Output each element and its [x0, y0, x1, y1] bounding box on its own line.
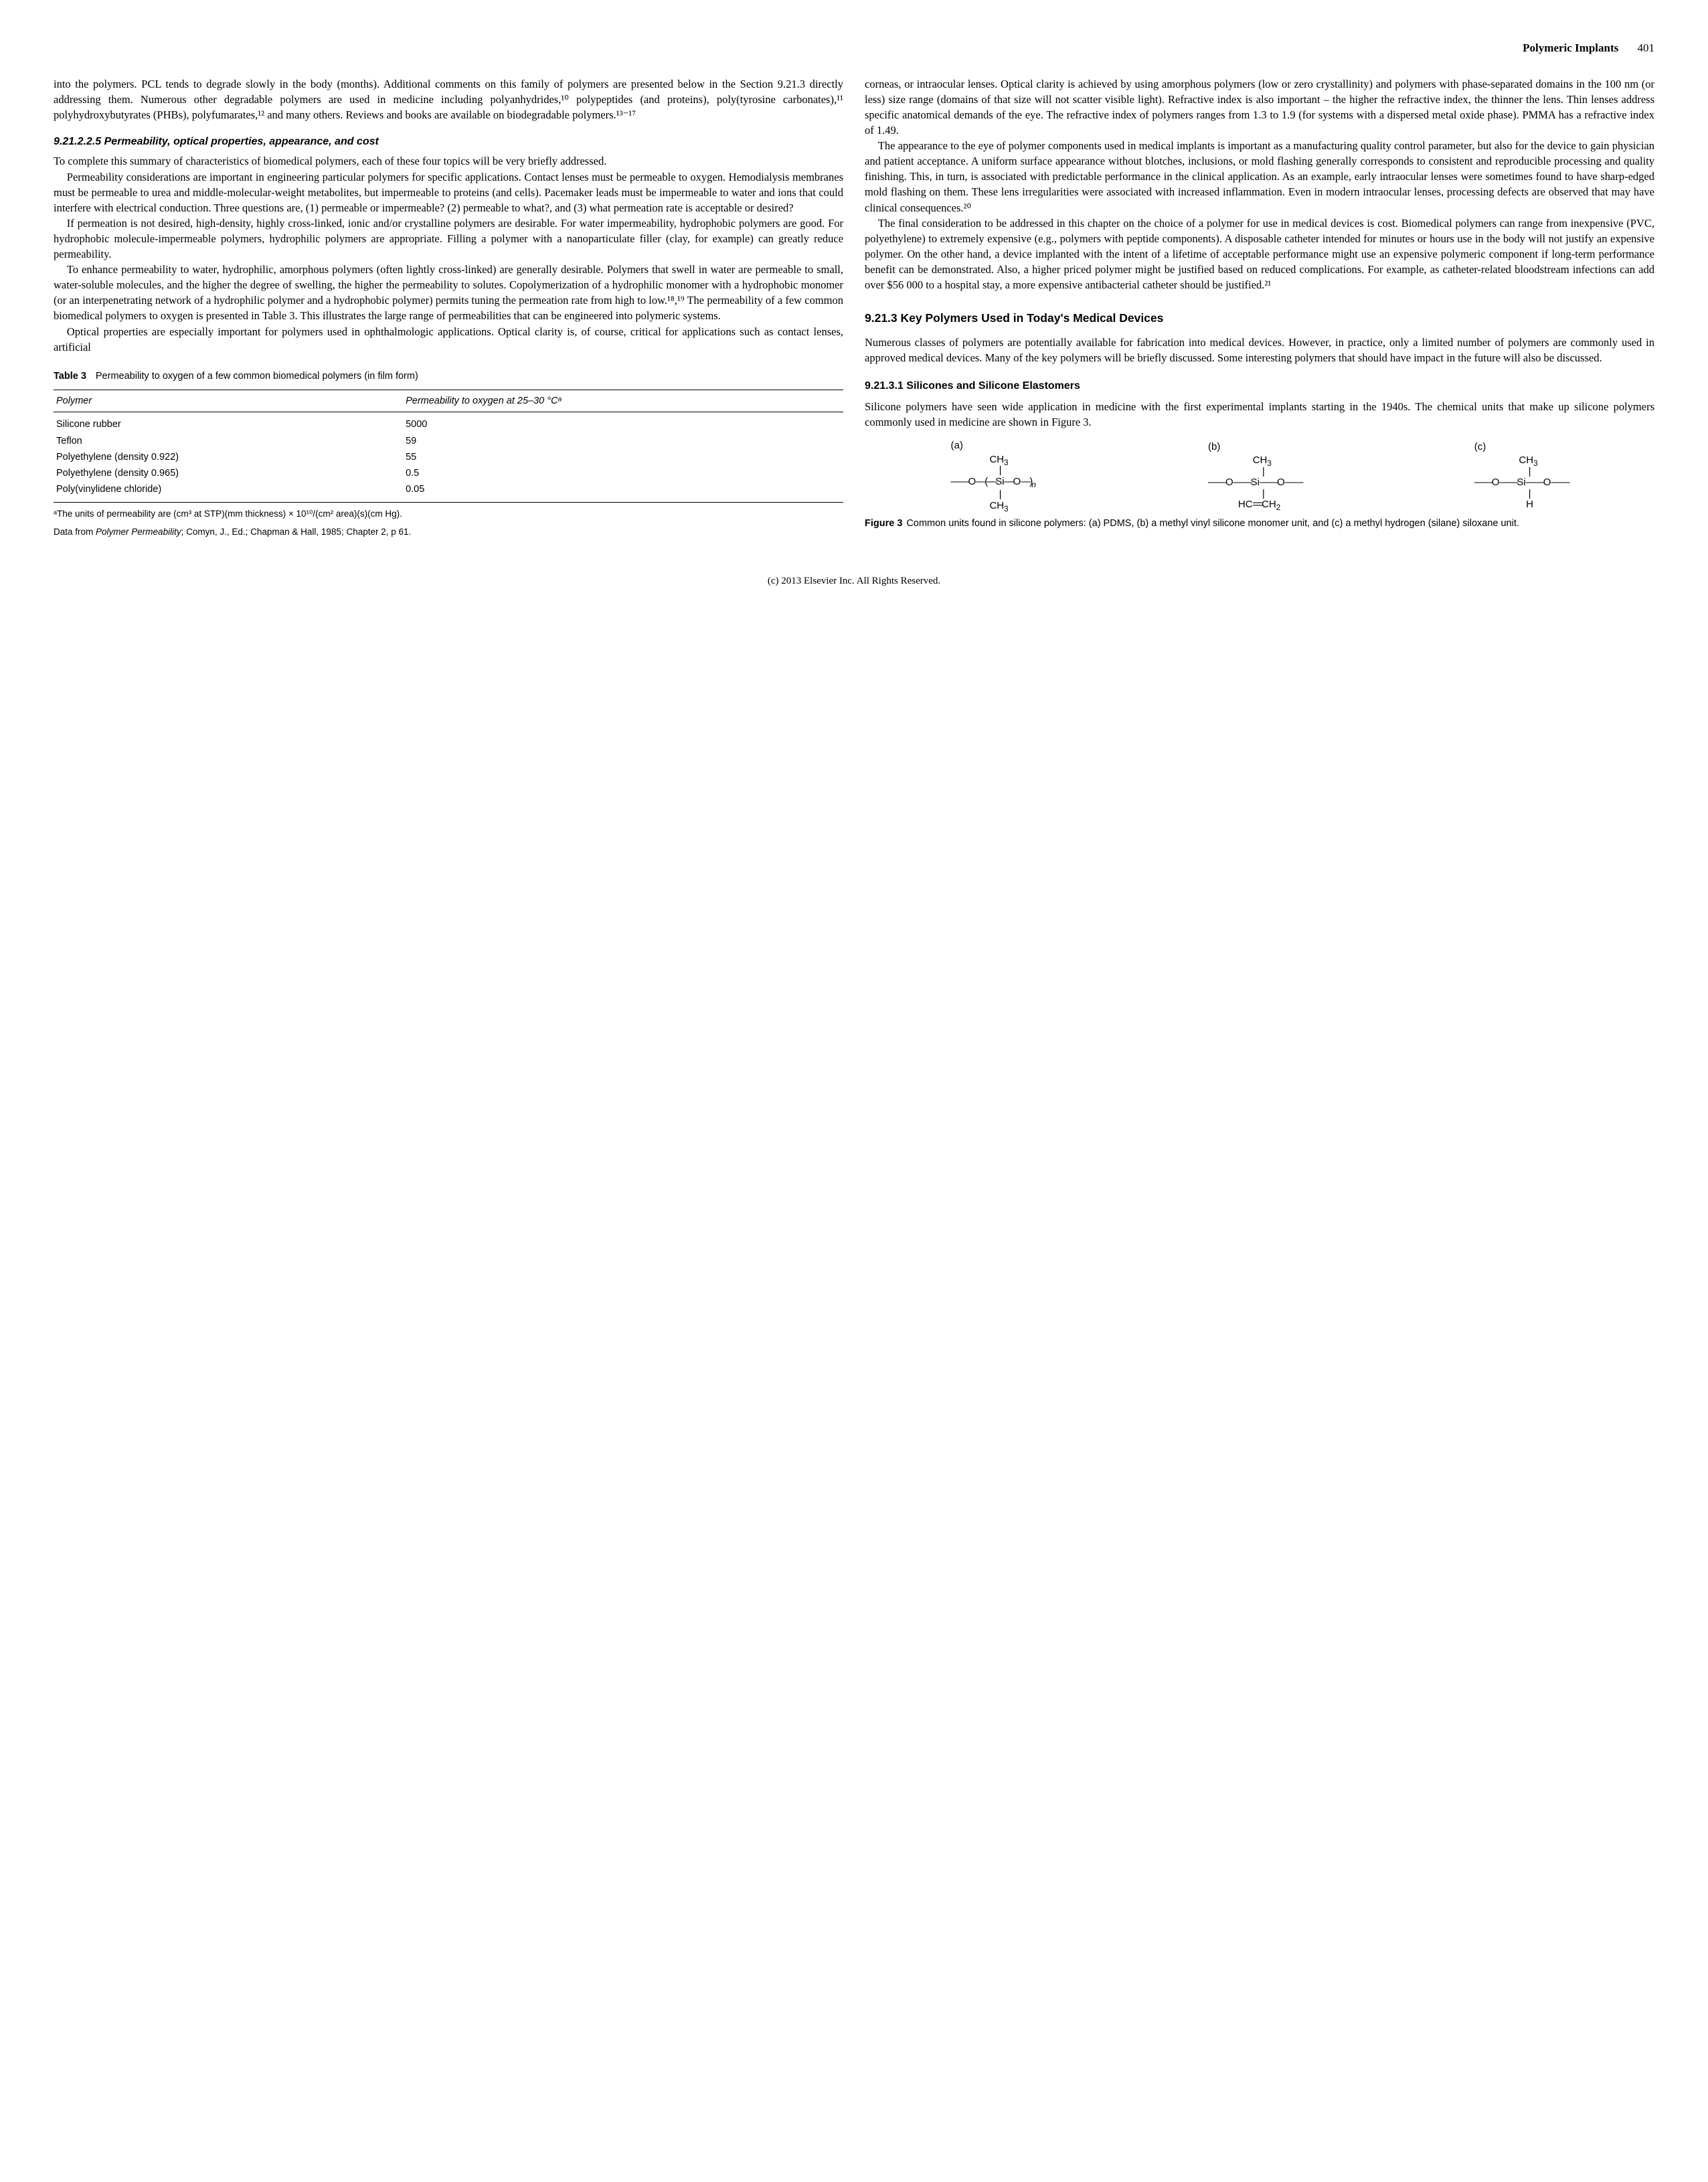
heading-9213: 9.21.3 Key Polymers Used in Today's Medi… [865, 310, 1654, 327]
table-cell: Poly(vinylidene chloride) [54, 481, 403, 502]
chemical-structures: (a) CH3 | ——O—(—Si—O—)n | CH3 (b) CH3 | … [865, 440, 1654, 511]
footnote-title: Polymer Permeability [96, 527, 181, 537]
body-paragraph: To enhance permeability to water, hydrop… [54, 262, 843, 323]
body-paragraph: into the polymers. PCL tends to degrade … [54, 76, 843, 122]
chem-line: | [1208, 467, 1302, 478]
chem-line: ——O——Si——O—— [1474, 477, 1569, 489]
table-header-polymer: Polymer [54, 390, 403, 412]
table-cell: 59 [403, 433, 843, 449]
table-cell: Polyethylene (density 0.922) [54, 449, 403, 465]
body-paragraph: Numerous classes of polymers are potenti… [865, 335, 1654, 365]
chem-label-c: (c) [1474, 442, 1569, 453]
chem-line: | [951, 489, 1036, 501]
main-content: into the polymers. PCL tends to degrade … [54, 76, 1654, 541]
footnote-prefix: Data from [54, 527, 96, 537]
table-3: Table 3 Permeability to oxygen of a few c… [54, 369, 843, 539]
chem-line: | [1474, 489, 1569, 500]
chem-label-a: (a) [951, 440, 1036, 452]
table-caption-text: Permeability to oxygen of a few common b… [96, 371, 418, 382]
table-row: Poly(vinylidene chloride)0.05 [54, 481, 843, 502]
chem-unit-a: (a) CH3 | ——O—(—Si—O—)n | CH3 [951, 440, 1036, 511]
chem-line: ——O——Si——O—— [1208, 477, 1302, 489]
page-footer: (c) 2013 Elsevier Inc. All Rights Reserv… [54, 574, 1654, 588]
heading-92131: 9.21.3.1 Silicones and Silicone Elastome… [865, 379, 1654, 394]
figure-caption-text: Common units found in silicone polymers:… [906, 518, 1519, 529]
chem-line: | [1474, 467, 1569, 478]
table-cell: Teflon [54, 433, 403, 449]
chem-line: CH3 [951, 501, 1036, 512]
table-cell: 0.5 [403, 465, 843, 481]
table-footnote-a: ᵃThe units of permeability are (cm³ at S… [54, 508, 843, 521]
body-paragraph: The appearance to the eye of polymer com… [865, 138, 1654, 215]
table-caption: Table 3 Permeability to oxygen of a few c… [54, 369, 843, 383]
chem-line: ——O—(—Si—O—)n [951, 477, 1036, 489]
chem-line: | [951, 465, 1036, 477]
table-cell: Polyethylene (density 0.965) [54, 465, 403, 481]
figure-label: Figure 3 [865, 518, 902, 529]
chem-line: CH3 [1208, 455, 1302, 467]
table-footnote-source: Data from Polymer Permeability; Comyn, J… [54, 526, 843, 539]
table-cell: 5000 [403, 412, 843, 433]
chem-label-b: (b) [1208, 442, 1302, 453]
figure-3: (a) CH3 | ——O—(—Si—O—)n | CH3 (b) CH3 | … [865, 440, 1654, 530]
chem-line: HC==CH2 [1208, 499, 1302, 511]
body-paragraph: Silicone polymers have seen wide applica… [865, 399, 1654, 430]
table-cell: Silicone rubber [54, 412, 403, 433]
table-row: Teflon59 [54, 433, 843, 449]
body-paragraph: corneas, or intraocular lenses. Optical … [865, 76, 1654, 138]
chem-line: | [1208, 489, 1302, 500]
table-header-permeability: Permeability to oxygen at 25–30 °Cᵃ [403, 390, 843, 412]
permeability-table: Polymer Permeability to oxygen at 25–30 … [54, 390, 843, 503]
chem-unit-c: (c) CH3 | ——O——Si——O—— | H [1474, 442, 1569, 511]
table-row: Polyethylene (density 0.965)0.5 [54, 465, 843, 481]
chem-unit-b: (b) CH3 | ——O——Si——O—— | HC==CH2 [1208, 442, 1302, 511]
table-label: Table 3 [54, 371, 86, 382]
table-row: Silicone rubber5000 [54, 412, 843, 433]
header-section-title: Polymeric Implants [1523, 41, 1618, 54]
body-paragraph: Optical properties are especially import… [54, 324, 843, 355]
figure-caption: Figure 3 Common units found in silicone p… [865, 517, 1654, 530]
chem-line: CH3 [1474, 455, 1569, 467]
table-cell: 55 [403, 449, 843, 465]
footnote-rest: ; Comyn, J., Ed.; Chapman & Hall, 1985; … [181, 527, 412, 537]
running-header: Polymeric Implants 401 [54, 40, 1654, 56]
table-cell: 0.05 [403, 481, 843, 502]
body-paragraph: If permeation is not desired, high-densi… [54, 216, 843, 262]
chem-line: CH3 [951, 454, 1036, 466]
header-page-number: 401 [1638, 41, 1655, 54]
body-paragraph: The final consideration to be addressed … [865, 216, 1654, 292]
table-row: Polyethylene (density 0.922)55 [54, 449, 843, 465]
chem-line: H [1474, 499, 1569, 511]
heading-92125: 9.21.2.2.5 Permeability, optical propert… [54, 135, 843, 149]
body-paragraph: To complete this summary of characterist… [54, 153, 843, 169]
body-paragraph: Permeability considerations are importan… [54, 169, 843, 216]
